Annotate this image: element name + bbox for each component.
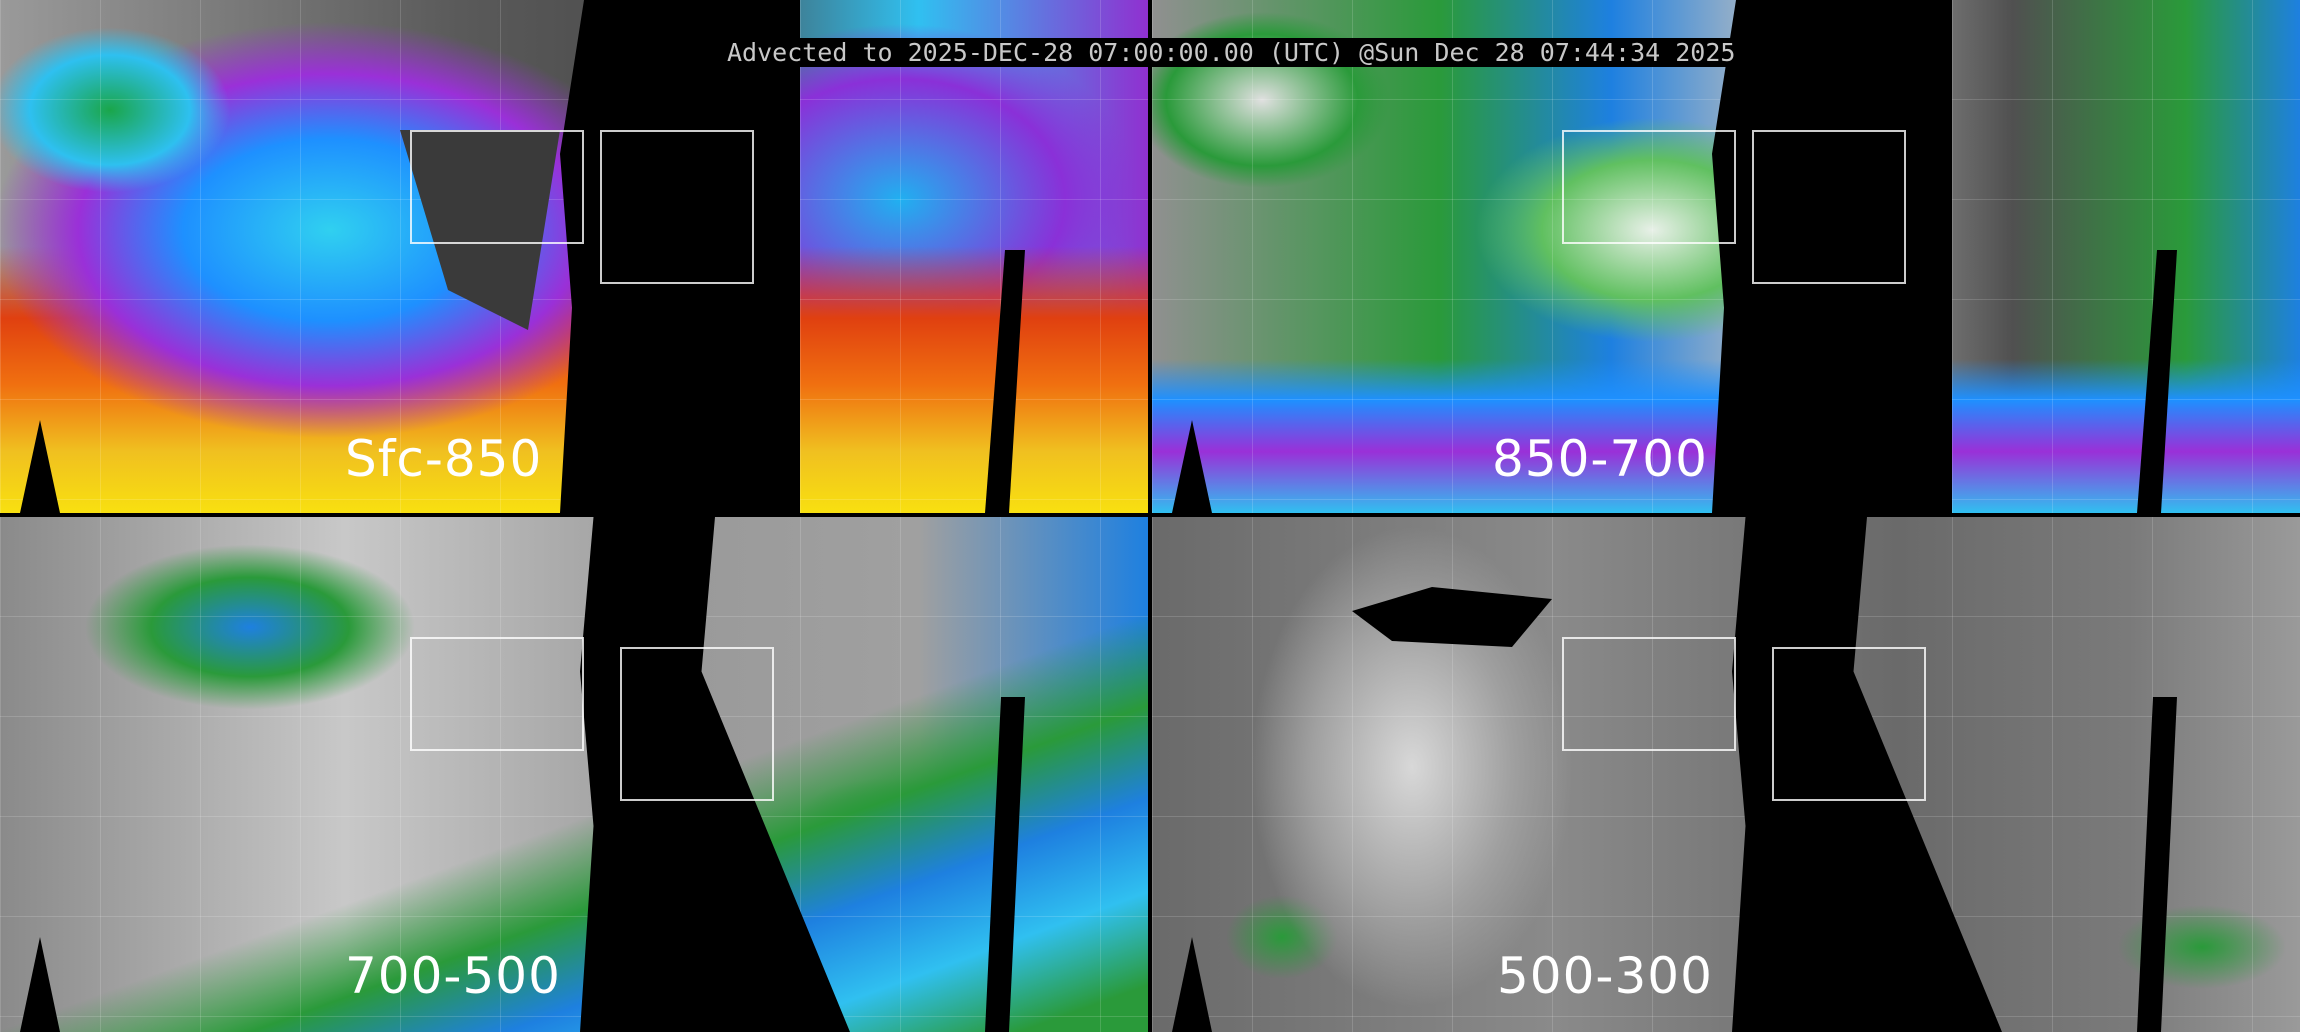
advection-timestamp-title: Advected to 2025-DEC-28 07:00:00.00 (UTC… (715, 38, 1748, 67)
layer-label: 500-300 (1497, 947, 1713, 1005)
us-state-boundaries (1752, 130, 1906, 284)
us-state-boundaries (1562, 637, 1736, 751)
us-state-boundaries (410, 637, 584, 751)
panel-850-700: 850-700 (1152, 0, 2300, 513)
us-state-boundaries (620, 647, 774, 801)
us-state-boundaries (600, 130, 754, 284)
panel-700-500: 700-500 (0, 517, 1148, 1032)
us-state-boundaries (1562, 130, 1736, 244)
panel-divider-horizontal (0, 513, 2300, 517)
panel-sfc-850: Sfc-850 (0, 0, 1148, 513)
us-state-boundaries (410, 130, 584, 244)
layer-label: 700-500 (345, 947, 561, 1005)
us-state-boundaries (1772, 647, 1926, 801)
panel-500-300: 500-300 (1152, 517, 2300, 1032)
layer-label: Sfc-850 (345, 430, 543, 488)
lat-lon-grid (0, 517, 1148, 1032)
lat-lon-grid (1152, 517, 2300, 1032)
layer-label: 850-700 (1492, 430, 1708, 488)
